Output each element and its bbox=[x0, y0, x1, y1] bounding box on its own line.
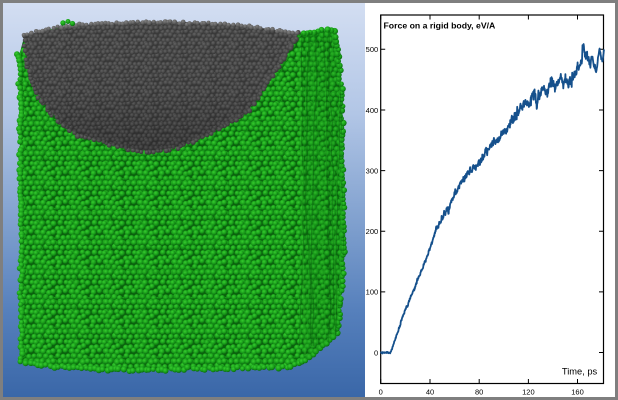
svg-text:300: 300 bbox=[366, 166, 379, 175]
svg-text:Time, ps: Time, ps bbox=[562, 367, 598, 377]
svg-text:160: 160 bbox=[571, 388, 584, 397]
svg-text:80: 80 bbox=[475, 388, 483, 397]
svg-text:Force on a rigid body, eV/A: Force on a rigid body, eV/A bbox=[384, 21, 497, 31]
svg-text:120: 120 bbox=[522, 388, 535, 397]
svg-text:400: 400 bbox=[366, 106, 379, 115]
svg-text:40: 40 bbox=[426, 388, 434, 397]
svg-text:0: 0 bbox=[379, 388, 383, 397]
svg-text:200: 200 bbox=[366, 227, 379, 236]
svg-text:500: 500 bbox=[366, 45, 379, 54]
svg-text:0: 0 bbox=[374, 348, 378, 357]
svg-text:100: 100 bbox=[366, 288, 379, 297]
